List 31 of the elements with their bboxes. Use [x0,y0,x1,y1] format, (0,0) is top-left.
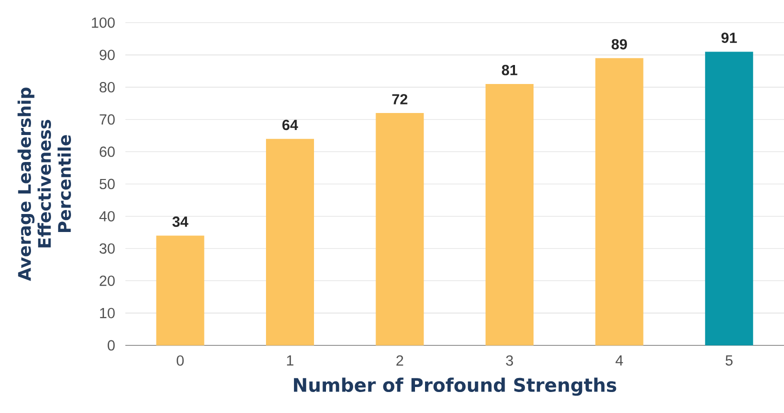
bar [266,138,314,346]
x-tick-label: 4 [616,355,623,366]
y-tick-label: 70 [100,114,115,125]
y-tick-label: 40 [99,211,115,222]
data-label: 91 [721,32,737,43]
x-tick-label: 0 [176,355,184,366]
x-tick-label: 1 [287,355,294,366]
bar [486,84,534,346]
y-tick-label: 10 [100,308,115,318]
y-tick-label: 50 [100,178,115,190]
x-tick-label: 5 [726,355,733,366]
bar [705,52,754,346]
y-tick-label: 30 [100,243,115,254]
data-label: 34 [172,216,188,227]
bar [156,236,204,346]
data-label: 89 [612,39,627,50]
y-tick-label: 60 [100,146,115,157]
bar [376,113,424,346]
y-tick-label: 90 [100,50,115,60]
y-tick-label: 80 [100,82,115,92]
x-axis-title: Number of Profound Strengths [294,378,616,396]
bar [595,58,644,346]
data-label: 64 [282,120,298,130]
data-label: 72 [392,94,408,104]
y-axis-title: Average Leadership Effectiveness Percentile [18,88,72,282]
data-label: 81 [502,64,518,76]
y-tick-label: 0 [108,340,115,351]
x-tick-label: 3 [506,355,513,366]
x-tick-label: 2 [396,355,404,366]
y-tick-label: 100 [92,17,115,28]
y-tick-label: 20 [100,276,115,286]
